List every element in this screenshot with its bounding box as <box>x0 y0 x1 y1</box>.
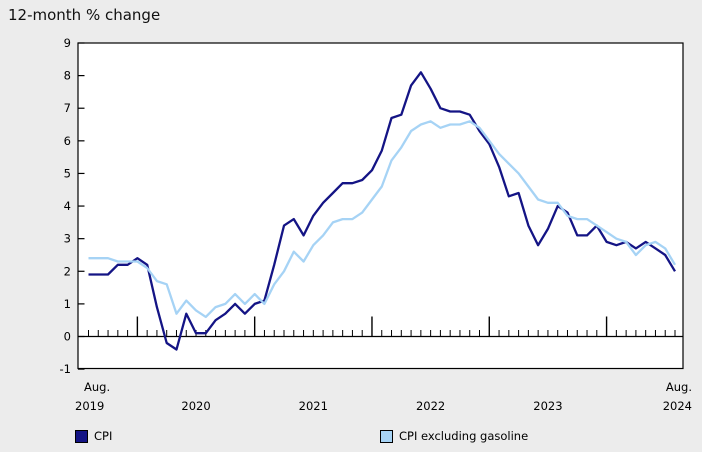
svg-text:2019: 2019 <box>75 399 104 413</box>
y-tick-label: 9 <box>64 36 71 50</box>
svg-text:2024: 2024 <box>663 399 692 413</box>
cpi-line <box>88 71 676 351</box>
y-tick-label: -1 <box>60 362 71 376</box>
cpi-excluding-gasoline-line <box>88 120 676 319</box>
y-tick-label: 0 <box>64 330 71 344</box>
svg-text:2021: 2021 <box>299 399 328 413</box>
y-tick-label: 7 <box>64 101 71 115</box>
svg-text:Aug.: Aug. <box>666 380 692 394</box>
cpi-label: CPI <box>94 429 113 443</box>
cpi-swatch <box>75 429 88 443</box>
svg-text:2022: 2022 <box>416 399 445 413</box>
y-tick-label: 2 <box>64 264 71 278</box>
y-tick-label: 3 <box>64 232 71 246</box>
x-axis-labels: Aug. 2019 2020 2021 2022 2023 Aug. 2024 <box>75 380 692 413</box>
y-tick-label: 8 <box>64 69 71 83</box>
y-tick-label: 5 <box>64 166 71 180</box>
x-axis <box>78 316 683 338</box>
svg-text:Aug.: Aug. <box>84 380 110 394</box>
y-tick-label: 6 <box>64 134 71 148</box>
plot-area <box>77 42 684 370</box>
legend-item-cpi-excluding-gasoline: CPI excluding gasoline <box>380 428 528 444</box>
cpi-excluding-gasoline-swatch <box>380 429 393 443</box>
cpi-excluding-gasoline-label: CPI excluding gasoline <box>399 429 529 443</box>
legend: CPI CPI excluding gasoline <box>0 428 702 448</box>
y-axis: -1 0 1 2 3 4 5 6 7 8 9 <box>60 36 85 376</box>
chart-title: 12-month % change <box>8 6 161 24</box>
svg-text:2020: 2020 <box>181 399 210 413</box>
legend-item-cpi: CPI <box>75 428 112 444</box>
y-tick-label: 4 <box>64 199 71 213</box>
svg-text:2023: 2023 <box>533 399 562 413</box>
y-tick-label: 1 <box>64 297 71 311</box>
